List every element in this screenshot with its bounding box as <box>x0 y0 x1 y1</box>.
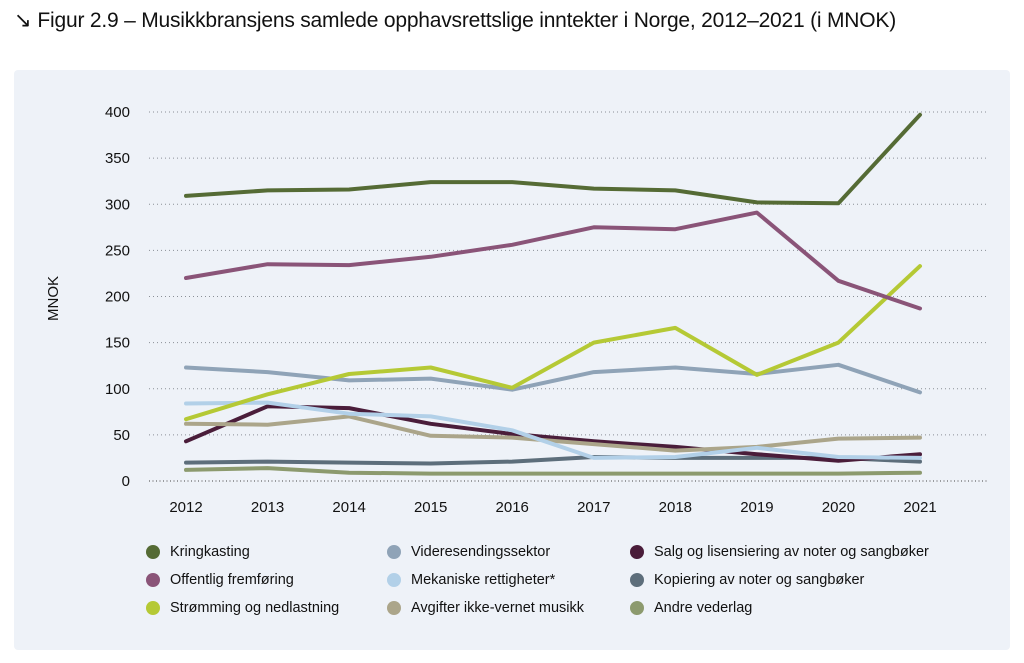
legend-label: Strømming og nedlastning <box>170 600 340 616</box>
chart-title: ↘ Figur 2.9 – Musikkbransjens samlede opp… <box>14 8 896 33</box>
legend-item: Salg og lisensiering av noter og sangbøk… <box>630 544 929 560</box>
series-line-kringkasting <box>184 112 922 206</box>
x-tick-label: 2018 <box>659 499 692 516</box>
legend-label: Offentlig fremføring <box>170 572 294 588</box>
series-line-avgifter-ikke-vernet-musikk <box>184 414 922 453</box>
legend-swatch <box>630 573 644 587</box>
legend-label: Mekaniske rettigheter* <box>411 572 556 588</box>
legend-label: Kopiering av noter og sangbøker <box>654 572 865 588</box>
line-chart: 0 50 100 150 200 250 300 350 400 2012 2013 2014 2015… <box>45 104 987 516</box>
legend-swatch <box>387 545 401 559</box>
x-tick-label: 2013 <box>251 499 284 516</box>
legend-swatch <box>146 545 160 559</box>
y-tick-label: 0 <box>122 473 130 490</box>
legend-swatch <box>387 601 401 615</box>
y-tick-label: 300 <box>105 196 130 213</box>
legend-label: Salg og lisensiering av noter og sangbøk… <box>654 544 929 560</box>
x-tick-label: 2016 <box>496 499 529 516</box>
y-tick-label: 100 <box>105 381 130 398</box>
legend-item: Videresendingssektor <box>387 544 550 560</box>
y-tick-label: 50 <box>113 427 130 444</box>
arrow-down-right-icon: ↘ <box>14 9 32 32</box>
x-tick-label: 2017 <box>577 499 610 516</box>
y-tick-label: 250 <box>105 242 130 259</box>
series-line-offentlig-fremføring <box>184 210 922 311</box>
series-line-mekaniske-rettigheter <box>184 400 922 460</box>
legend-item: Mekaniske rettigheter* <box>387 572 555 588</box>
legend-item: Kringkasting <box>146 544 250 560</box>
legend-label: Andre vederlag <box>654 600 753 616</box>
legend-swatch <box>387 573 401 587</box>
x-tick-label: 2014 <box>332 499 365 516</box>
x-tick-label: 2019 <box>740 499 773 516</box>
legend-swatch <box>630 601 644 615</box>
chart-title-text: Figur 2.9 – Musikkbransjens samlede opph… <box>37 9 897 32</box>
legend-item: Andre vederlag <box>630 600 752 616</box>
chart-panel: 0 50 100 150 200 250 300 350 400 2012 2013 2014 2015… <box>14 70 1010 650</box>
y-tick-label: 200 <box>105 289 130 306</box>
series-line-strømming-og-nedlastning <box>184 264 922 422</box>
legend-swatch <box>630 545 644 559</box>
legend-swatch <box>146 601 160 615</box>
legend-item: Strømming og nedlastning <box>146 600 339 616</box>
legend-item: Kopiering av noter og sangbøker <box>630 572 864 588</box>
legend-item: Offentlig fremføring <box>146 572 294 588</box>
series-line-videresendingssektor <box>184 362 922 395</box>
y-tick-label: 150 <box>105 335 130 352</box>
legend-label: Kringkasting <box>170 544 250 560</box>
y-tick-label: 400 <box>105 104 130 121</box>
x-tick-label: 2012 <box>169 499 202 516</box>
x-tick-label: 2015 <box>414 499 447 516</box>
y-axis-label: MNOK <box>45 276 62 321</box>
x-tick-label: 2021 <box>903 499 936 516</box>
series-line-andre-vederlag <box>184 466 922 476</box>
legend-label: Avgifter ikke-vernet musikk <box>411 600 584 616</box>
legend-swatch <box>146 573 160 587</box>
y-tick-label: 350 <box>105 150 130 167</box>
legend-label: Videresendingssektor <box>411 544 551 560</box>
legend-item: Avgifter ikke-vernet musikk <box>387 600 584 616</box>
x-tick-label: 2020 <box>822 499 855 516</box>
